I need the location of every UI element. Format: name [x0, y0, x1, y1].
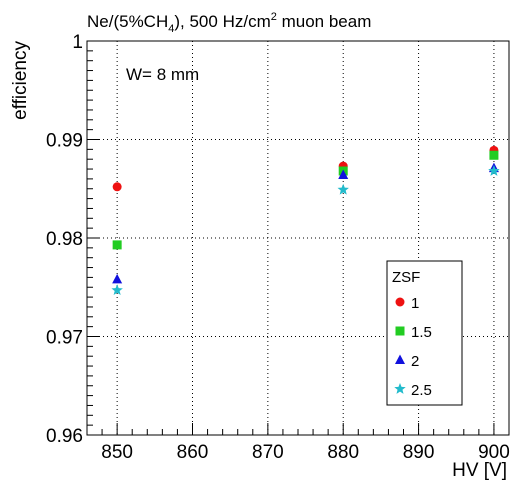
x-tick-label: 900	[478, 442, 510, 463]
legend: ZSF 1 1.5 2 2.5	[386, 260, 463, 406]
title-prefix: Ne/(5%CH	[87, 12, 168, 31]
x-axis-title: HV [V]	[452, 460, 507, 481]
data-point-zsf-2	[112, 273, 123, 284]
legend-label: 1	[411, 295, 419, 312]
legend-title: ZSF	[392, 269, 420, 286]
y-tick-label: 1	[72, 32, 83, 53]
x-tick-label: 850	[101, 442, 133, 463]
title-suffix: muon beam	[277, 12, 372, 31]
x-tick-label: 890	[403, 442, 435, 463]
data-marker-layer	[111, 145, 500, 296]
data-point-zsf-1	[112, 182, 122, 192]
data-point-zsf-2	[338, 169, 349, 179]
y-axis-title: efficiency	[10, 41, 31, 120]
x-tick-label: 870	[252, 442, 284, 463]
data-point-zsf-2-5	[488, 165, 500, 176]
legend-marker-2-5	[394, 383, 406, 394]
data-point-zsf-1-5	[112, 240, 122, 250]
title-middle: ), 500 Hz/cm	[174, 12, 270, 31]
legend-entries: 1 1.5 2 2.5	[394, 295, 432, 399]
legend-marker-2	[395, 354, 405, 364]
width-annotation: W= 8 mm	[126, 65, 199, 84]
title-subscript: 4	[168, 23, 174, 35]
x-tick-label: 880	[327, 442, 359, 463]
legend-marker-1	[395, 297, 405, 307]
tick-label-layer: 850 860 870 880 890 900 0.96 0.97 0.98 0.99 1	[46, 32, 510, 463]
y-tick-label: 0.99	[46, 131, 83, 152]
legend-label: 2.5	[411, 382, 432, 399]
y-tick-label: 0.96	[46, 426, 83, 447]
data-point-zsf-2-5	[111, 284, 123, 296]
tick-layer	[86, 40, 510, 436]
legend-label: 2	[411, 353, 419, 370]
data-point-zsf-1-5	[489, 150, 499, 160]
y-tick-label: 0.97	[46, 328, 83, 349]
legend-marker-1-5	[395, 326, 405, 336]
data-point-zsf-2-5	[337, 183, 349, 195]
x-tick-label: 860	[177, 442, 209, 463]
title-superscript: 2	[271, 11, 277, 23]
chart-title: Ne/(5%CH4), 500 Hz/cm2 muon beam	[87, 11, 371, 35]
y-tick-label: 0.98	[46, 229, 83, 250]
legend-label: 1.5	[411, 324, 432, 341]
